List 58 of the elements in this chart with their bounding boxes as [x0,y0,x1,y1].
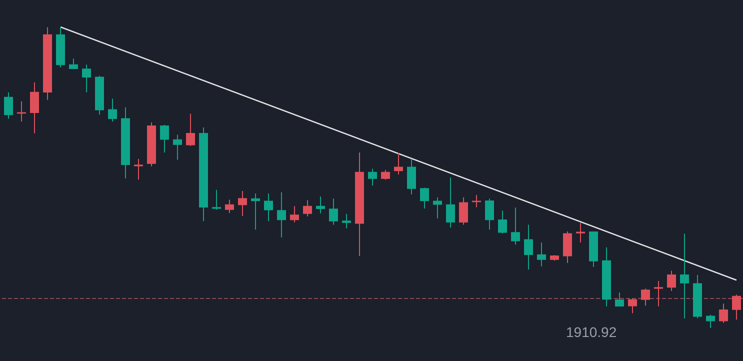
candlestick [420,187,429,210]
candlestick [147,122,156,167]
candlestick [264,192,273,222]
candlestick [667,270,676,292]
candlestick [576,222,585,244]
candlestick [225,199,234,214]
candlestick [615,292,624,307]
candlestick [589,230,598,268]
candlestick [30,82,39,134]
candlestick [680,233,689,319]
candlestick [303,200,312,217]
candlestick [173,134,182,160]
candlestick [329,198,338,226]
candlestick [316,196,325,214]
candlestick [121,106,130,179]
candlestick [511,207,520,246]
candlestick [563,230,572,264]
candlestick [537,242,546,267]
candlestick [134,158,143,180]
candlestick [108,98,117,122]
candlestick [485,198,494,230]
candlestick [199,127,208,222]
candlestick [693,274,702,319]
candlestick [290,206,299,223]
candlestick [212,189,221,210]
candlestick [277,192,286,238]
annotation: 1910.92 [566,324,617,340]
candlestick [186,113,195,146]
candlestick [550,254,559,262]
candlestick [238,190,247,217]
candlestick [56,26,65,68]
candlestick [95,75,104,116]
candlestick [472,194,481,208]
candlestick [394,152,403,175]
candlestick [342,213,351,229]
candlestick [251,192,260,230]
candlestick [628,298,637,314]
candlestick [69,58,78,70]
candlestick [654,280,663,307]
candlestick [498,210,507,234]
candlestick [4,92,13,120]
candlestick [524,224,533,270]
candlestick [368,168,377,186]
candlestick [719,303,728,324]
candlestick [17,100,26,122]
candlestick [355,152,364,257]
candlestick [459,196,468,226]
candlestick [407,158,416,195]
candlestick [602,246,611,307]
candlestick [446,177,455,228]
candlestick [732,294,741,320]
candlestick [82,64,91,93]
candlestick [641,288,650,306]
candlestick [43,26,52,100]
candlestick [706,314,715,328]
candlestick [160,124,169,154]
candlestick [433,196,442,219]
candlestick [381,169,390,180]
